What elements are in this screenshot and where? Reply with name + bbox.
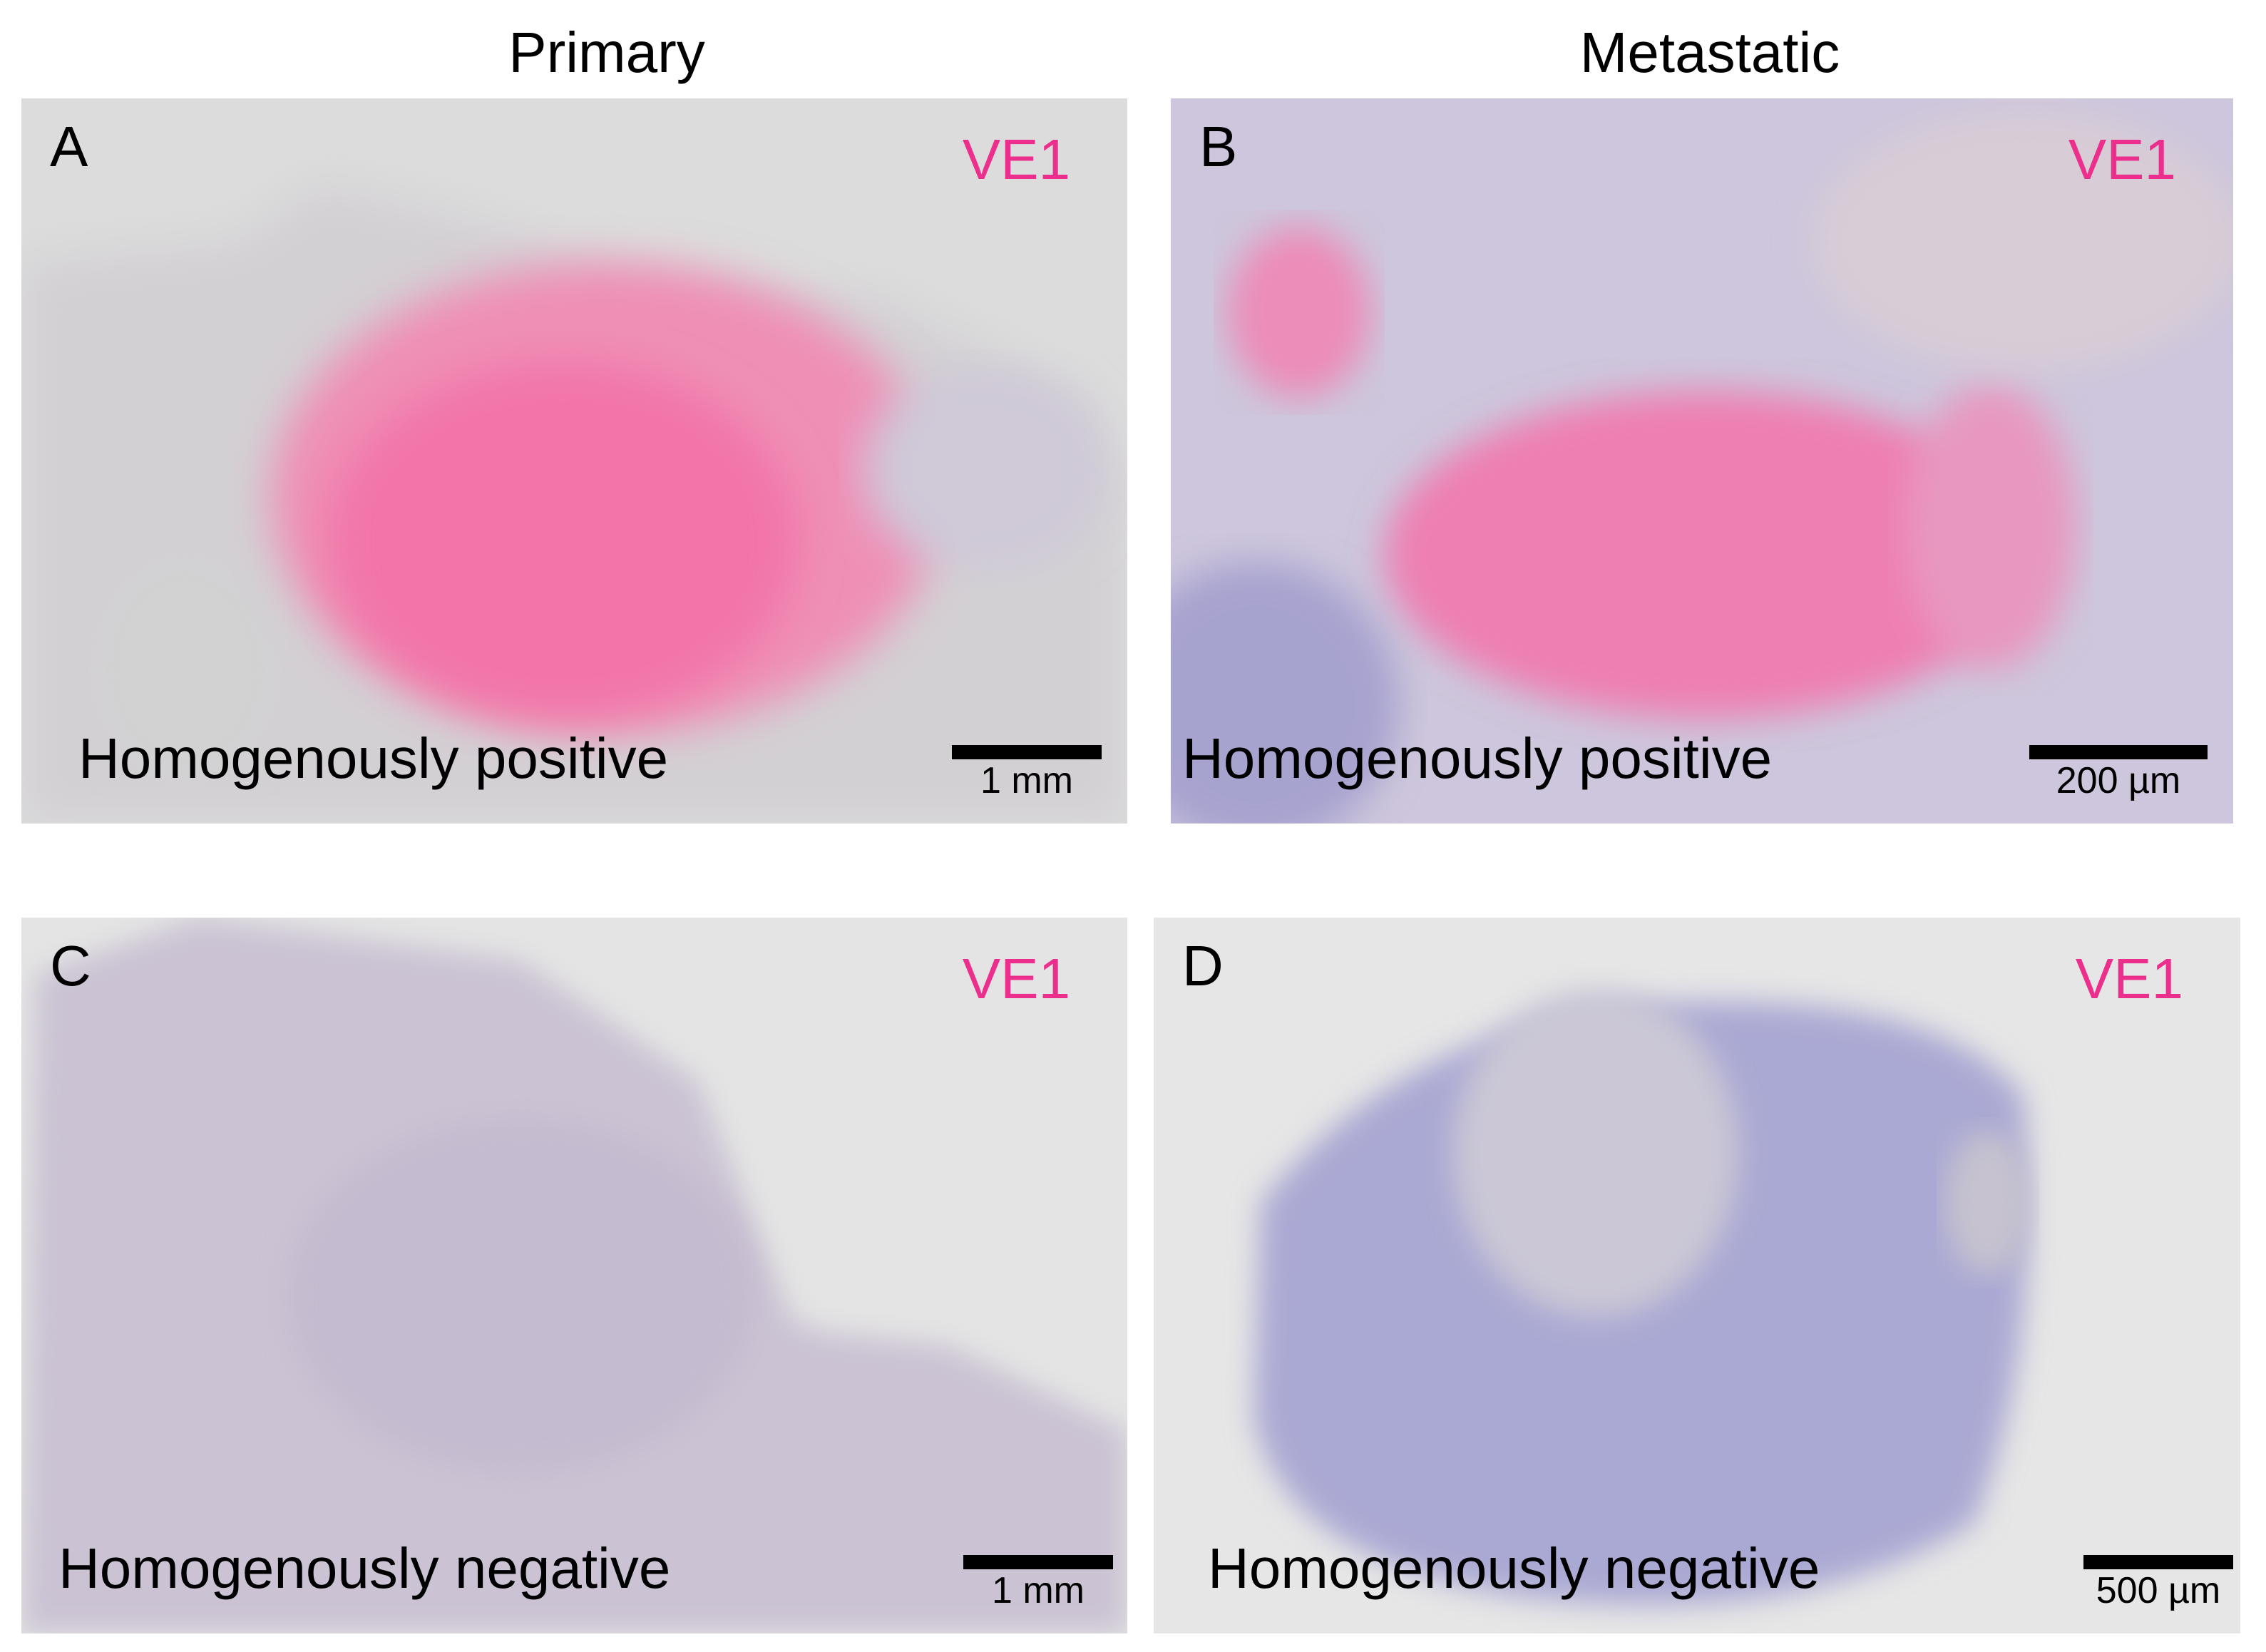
- stain-label: VE1: [2068, 128, 2176, 191]
- caption: Homogenously negative: [1208, 1536, 1820, 1600]
- column-title: Metastatic: [1579, 21, 1840, 84]
- scale-label: 1 mm: [980, 760, 1073, 801]
- scale-bar: 200 µm: [2029, 745, 2208, 802]
- scale-bar: 1 mm: [952, 745, 1102, 802]
- micrograph: [1254, 989, 2031, 1606]
- caption: Homogenously positive: [1182, 727, 1773, 790]
- panel-letter: A: [50, 115, 88, 178]
- caption: Homogenously negative: [58, 1536, 671, 1600]
- panel: B VE1 Homogenously positive 200 µm: [1171, 98, 2233, 824]
- scale-label: 1 mm: [992, 1570, 1085, 1611]
- panel-letter: C: [50, 934, 91, 997]
- micrograph: [1171, 113, 2233, 824]
- panel: C VE1 Homogenously negative 1 mm: [21, 918, 1127, 1633]
- micrograph: [21, 184, 1127, 824]
- stain-label: VE1: [2075, 947, 2183, 1010]
- micrograph: [21, 918, 1127, 1633]
- caption: Homogenously positive: [78, 727, 669, 790]
- panel-letter: B: [1199, 115, 1238, 178]
- stain-label: VE1: [962, 947, 1070, 1010]
- stain-label: VE1: [962, 128, 1070, 191]
- scale-bar: 1 mm: [963, 1555, 1113, 1612]
- scale-label: 200 µm: [2056, 760, 2181, 801]
- panel-letter: D: [1182, 934, 1224, 997]
- scale-bar: 500 µm: [2083, 1555, 2233, 1612]
- scale-label: 500 µm: [2096, 1570, 2221, 1611]
- panel: D VE1 Homogenously negative 500 µm: [1154, 918, 2240, 1633]
- column-title: Primary: [508, 21, 705, 84]
- panel: A VE1 Homogenously positive 1 mm: [21, 98, 1127, 824]
